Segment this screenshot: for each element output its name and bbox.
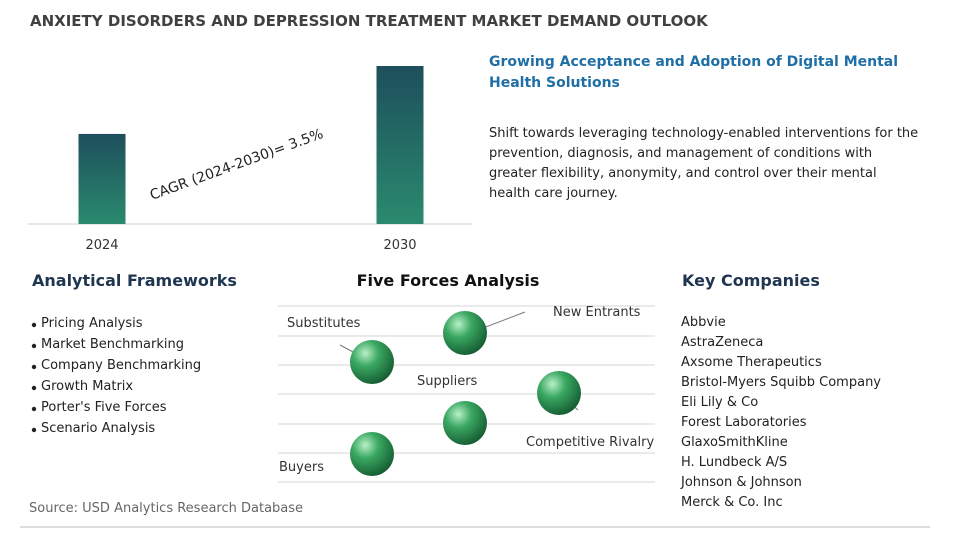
company-item: Eli Lily & Co [681,395,759,410]
bullet [31,322,37,328]
bullet [31,427,37,433]
bar [78,133,126,224]
force-sphere [350,432,394,476]
highlight-heading: Growing Acceptance and Adoption of Digit… [489,54,899,91]
company-item: Axsome Therapeutics [681,355,822,370]
x-tick-label: 2024 [85,238,118,253]
x-tick-label: 2030 [383,238,416,253]
source: Source: USD Analytics Research Database [29,501,304,516]
bullet [31,406,37,412]
force-sphere [350,340,394,384]
company-item: AstraZeneca [681,335,764,350]
company-item: Forest Laboratories [681,415,807,430]
force-label: Substitutes [287,316,361,331]
companies-title: Key Companies [682,271,820,290]
bullet [31,343,37,349]
bar [376,66,424,224]
force-label: Suppliers [417,374,478,389]
bullet [31,364,37,370]
highlight-text: Shift towards leveraging technology-enab… [489,126,919,201]
five-forces-title: Five Forces Analysis [356,271,540,290]
cagr-annotation: CAGR (2024-2030)= 3.5% [148,126,326,204]
force-label: Buyers [279,460,324,475]
company-item: Bristol-Myers Squibb Company [681,375,881,390]
force-label: Competitive Rivalry [526,435,655,450]
force-label: New Entrants [553,305,641,320]
framework-item: Market Benchmarking [41,337,184,352]
company-item: Johnson & Johnson [681,475,802,490]
framework-item: Growth Matrix [41,379,134,394]
company-item: Abbvie [681,315,726,330]
framework-item: Porter's Five Forces [41,400,167,415]
company-item: Merck & Co. Inc [681,495,783,510]
framework-item: Scenario Analysis [41,421,156,436]
frameworks-title: Analytical Frameworks [32,271,237,290]
framework-item: Pricing Analysis [41,316,143,331]
force-sphere [537,371,581,415]
framework-item: Company Benchmarking [41,358,202,373]
bullet [31,385,37,391]
company-item: H. Lundbeck A/S [681,455,788,470]
company-item: GlaxoSmithKline [681,435,788,450]
force-sphere [443,401,487,445]
page-title: ANXIETY DISORDERS AND DEPRESSION TREATME… [30,12,708,30]
force-sphere [443,311,487,355]
